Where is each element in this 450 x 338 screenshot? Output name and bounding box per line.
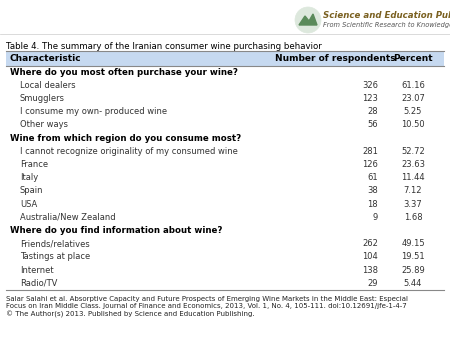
Text: 18: 18: [367, 200, 378, 209]
Bar: [6, 51, 444, 66]
Text: 138: 138: [362, 266, 378, 274]
Bar: [6, 211, 444, 224]
Text: 52.72: 52.72: [401, 147, 425, 156]
Text: 38: 38: [367, 186, 378, 195]
Text: 3.37: 3.37: [404, 200, 423, 209]
Text: I cannot recognize originality of my consumed wine: I cannot recognize originality of my con…: [20, 147, 238, 156]
Text: 7.12: 7.12: [404, 186, 422, 195]
Text: 61: 61: [367, 173, 378, 182]
Bar: [6, 66, 444, 79]
Text: Tastings at place: Tastings at place: [20, 252, 90, 261]
Bar: [6, 184, 444, 197]
Bar: [6, 277, 444, 290]
Bar: [6, 92, 444, 105]
Text: Where do you most often purchase your wine?: Where do you most often purchase your wi…: [10, 68, 238, 77]
Text: 56: 56: [367, 120, 378, 129]
Text: Smugglers: Smugglers: [20, 94, 65, 103]
Text: Characteristic: Characteristic: [10, 54, 81, 63]
Bar: [6, 145, 444, 158]
Text: France: France: [20, 160, 48, 169]
Text: 5.25: 5.25: [404, 107, 422, 116]
Text: © The Author(s) 2013. Published by Science and Education Publishing.: © The Author(s) 2013. Published by Scien…: [6, 311, 255, 318]
Text: Science and Education Publishing: Science and Education Publishing: [323, 10, 450, 20]
Text: Focus on Iran Middle Class. Journal of Finance and Economics, 2013, Vol. 1, No. : Focus on Iran Middle Class. Journal of F…: [6, 304, 407, 309]
Bar: [6, 197, 444, 211]
Text: From Scientific Research to Knowledge: From Scientific Research to Knowledge: [323, 22, 450, 28]
Text: Friends/relatives: Friends/relatives: [20, 239, 90, 248]
Bar: [6, 237, 444, 250]
Text: 19.51: 19.51: [401, 252, 425, 261]
Bar: [6, 131, 444, 145]
Text: 23.63: 23.63: [401, 160, 425, 169]
Text: Where do you find information about wine?: Where do you find information about wine…: [10, 226, 222, 235]
Text: Table 4. The summary of the Iranian consumer wine purchasing behavior: Table 4. The summary of the Iranian cons…: [6, 42, 322, 51]
Text: 1.68: 1.68: [404, 213, 422, 222]
Bar: [6, 79, 444, 92]
Bar: [6, 224, 444, 237]
Text: USA: USA: [20, 200, 37, 209]
Text: 61.16: 61.16: [401, 81, 425, 90]
Text: Australia/New Zealand: Australia/New Zealand: [20, 213, 116, 222]
Text: 23.07: 23.07: [401, 94, 425, 103]
Text: I consume my own- produced wine: I consume my own- produced wine: [20, 107, 167, 116]
Text: 281: 281: [362, 147, 378, 156]
Text: Radio/TV: Radio/TV: [20, 279, 58, 288]
Text: Wine from which region do you consume most?: Wine from which region do you consume mo…: [10, 134, 241, 143]
Text: 5.44: 5.44: [404, 279, 422, 288]
Text: 11.44: 11.44: [401, 173, 425, 182]
Bar: [6, 158, 444, 171]
Text: 104: 104: [362, 252, 378, 261]
Bar: [6, 171, 444, 184]
Bar: [6, 250, 444, 264]
Text: Spain: Spain: [20, 186, 44, 195]
Bar: [6, 264, 444, 277]
Bar: [6, 105, 444, 118]
Bar: [6, 118, 444, 131]
Text: 326: 326: [362, 81, 378, 90]
Text: 25.89: 25.89: [401, 266, 425, 274]
Text: 29: 29: [368, 279, 378, 288]
Text: 28: 28: [367, 107, 378, 116]
Text: 262: 262: [362, 239, 378, 248]
Text: 10.50: 10.50: [401, 120, 425, 129]
Text: Internet: Internet: [20, 266, 54, 274]
Text: Italy: Italy: [20, 173, 38, 182]
Text: 123: 123: [362, 94, 378, 103]
Text: Salar Salahi et al. Absorptive Capacity and Future Prospects of Emerging Wine Ma: Salar Salahi et al. Absorptive Capacity …: [6, 296, 408, 302]
Text: Local dealers: Local dealers: [20, 81, 76, 90]
Polygon shape: [299, 14, 317, 25]
Circle shape: [295, 7, 321, 33]
Text: 9: 9: [373, 213, 378, 222]
Text: Number of respondents: Number of respondents: [274, 54, 395, 63]
Text: Percent: Percent: [393, 54, 433, 63]
Text: 49.15: 49.15: [401, 239, 425, 248]
Text: Other ways: Other ways: [20, 120, 68, 129]
Text: 126: 126: [362, 160, 378, 169]
